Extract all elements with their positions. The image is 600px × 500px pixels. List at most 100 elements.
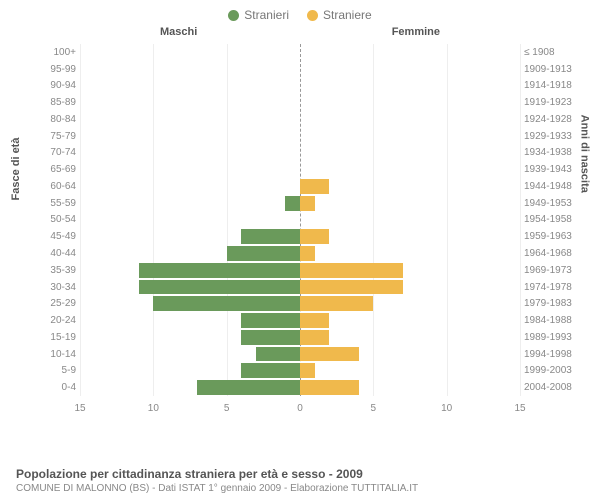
x-tick: 0 xyxy=(297,403,303,414)
age-label: 10-14 xyxy=(32,349,76,360)
birth-label: 1994-1998 xyxy=(524,349,578,360)
birth-label: 1984-1988 xyxy=(524,315,578,326)
birth-label: 1919-1923 xyxy=(524,97,578,108)
birth-label: 1914-1918 xyxy=(524,80,578,91)
age-label: 55-59 xyxy=(32,198,76,209)
birth-label: 1974-1978 xyxy=(524,282,578,293)
birth-label: 1949-1953 xyxy=(524,198,578,209)
birth-label: 1939-1943 xyxy=(524,164,578,175)
age-row: 85-891919-1923 xyxy=(80,94,520,111)
swatch-female xyxy=(307,10,318,21)
bar-male xyxy=(139,263,300,278)
x-tick: 15 xyxy=(514,403,525,414)
age-row: 45-491959-1963 xyxy=(80,228,520,245)
legend-male: Stranieri xyxy=(228,8,289,22)
bar-male xyxy=(241,313,300,328)
chart-area: Maschi Femmine Fasce di età Anni di nasc… xyxy=(20,26,580,426)
age-label: 45-49 xyxy=(32,231,76,242)
age-label: 50-54 xyxy=(32,214,76,225)
bar-female xyxy=(300,179,329,194)
age-row: 0-42004-2008 xyxy=(80,379,520,396)
x-tick: 10 xyxy=(148,403,159,414)
birth-label: 1954-1958 xyxy=(524,214,578,225)
legend: Stranieri Straniere xyxy=(0,0,600,26)
axis-title-left: Fasce di età xyxy=(10,138,22,201)
legend-female-label: Straniere xyxy=(323,8,372,22)
birth-label: 1969-1973 xyxy=(524,265,578,276)
age-label: 80-84 xyxy=(32,114,76,125)
age-row: 95-991909-1913 xyxy=(80,61,520,78)
x-tick: 5 xyxy=(224,403,230,414)
col-title-right: Femmine xyxy=(392,26,440,38)
x-tick: 10 xyxy=(441,403,452,414)
bar-female xyxy=(300,280,403,295)
bar-male xyxy=(241,330,300,345)
bar-male xyxy=(227,246,300,261)
birth-label: 1944-1948 xyxy=(524,181,578,192)
age-row: 10-141994-1998 xyxy=(80,346,520,363)
age-row: 35-391969-1973 xyxy=(80,262,520,279)
bar-male xyxy=(256,347,300,362)
age-row: 5-91999-2003 xyxy=(80,362,520,379)
bar-male xyxy=(241,363,300,378)
age-row: 25-291979-1983 xyxy=(80,295,520,312)
birth-label: 1999-2003 xyxy=(524,365,578,376)
age-label: 0-4 xyxy=(32,382,76,393)
bar-female xyxy=(300,363,315,378)
bar-female xyxy=(300,313,329,328)
age-row: 55-591949-1953 xyxy=(80,195,520,212)
age-label: 5-9 xyxy=(32,365,76,376)
legend-male-label: Stranieri xyxy=(244,8,289,22)
legend-female: Straniere xyxy=(307,8,372,22)
age-label: 90-94 xyxy=(32,80,76,91)
bar-male xyxy=(285,196,300,211)
bar-male xyxy=(139,280,300,295)
bar-female xyxy=(300,347,359,362)
age-row: 30-341974-1978 xyxy=(80,279,520,296)
birth-label: ≤ 1908 xyxy=(524,47,578,58)
age-row: 75-791929-1933 xyxy=(80,128,520,145)
swatch-male xyxy=(228,10,239,21)
age-row: 70-741934-1938 xyxy=(80,145,520,162)
col-title-left: Maschi xyxy=(160,26,197,38)
age-row: 80-841924-1928 xyxy=(80,111,520,128)
age-label: 15-19 xyxy=(32,332,76,343)
age-label: 35-39 xyxy=(32,265,76,276)
bar-female xyxy=(300,330,329,345)
age-label: 60-64 xyxy=(32,181,76,192)
age-row: 20-241984-1988 xyxy=(80,312,520,329)
footer-title: Popolazione per cittadinanza straniera p… xyxy=(16,467,584,481)
birth-label: 1934-1938 xyxy=(524,147,578,158)
birth-label: 2004-2008 xyxy=(524,382,578,393)
birth-label: 1909-1913 xyxy=(524,64,578,75)
x-tick: 15 xyxy=(74,403,85,414)
plot: 15105051015100+≤ 190895-991909-191390-94… xyxy=(80,44,520,396)
bar-female xyxy=(300,380,359,395)
birth-label: 1979-1983 xyxy=(524,298,578,309)
footer-subtitle: COMUNE DI MALONNO (BS) - Dati ISTAT 1° g… xyxy=(16,483,584,494)
age-label: 30-34 xyxy=(32,282,76,293)
age-label: 20-24 xyxy=(32,315,76,326)
bar-male xyxy=(153,296,300,311)
age-label: 25-29 xyxy=(32,298,76,309)
bar-female xyxy=(300,196,315,211)
bar-male xyxy=(197,380,300,395)
birth-label: 1989-1993 xyxy=(524,332,578,343)
age-label: 100+ xyxy=(32,47,76,58)
age-row: 100+≤ 1908 xyxy=(80,44,520,61)
birth-label: 1959-1963 xyxy=(524,231,578,242)
birth-label: 1924-1928 xyxy=(524,114,578,125)
bar-male xyxy=(241,229,300,244)
birth-label: 1929-1933 xyxy=(524,131,578,142)
age-row: 40-441964-1968 xyxy=(80,245,520,262)
age-row: 90-941914-1918 xyxy=(80,78,520,95)
age-label: 70-74 xyxy=(32,147,76,158)
bar-female xyxy=(300,296,373,311)
age-row: 65-691939-1943 xyxy=(80,161,520,178)
bar-female xyxy=(300,229,329,244)
age-row: 60-641944-1948 xyxy=(80,178,520,195)
age-label: 75-79 xyxy=(32,131,76,142)
age-label: 85-89 xyxy=(32,97,76,108)
gridline xyxy=(520,44,521,396)
age-row: 50-541954-1958 xyxy=(80,212,520,229)
